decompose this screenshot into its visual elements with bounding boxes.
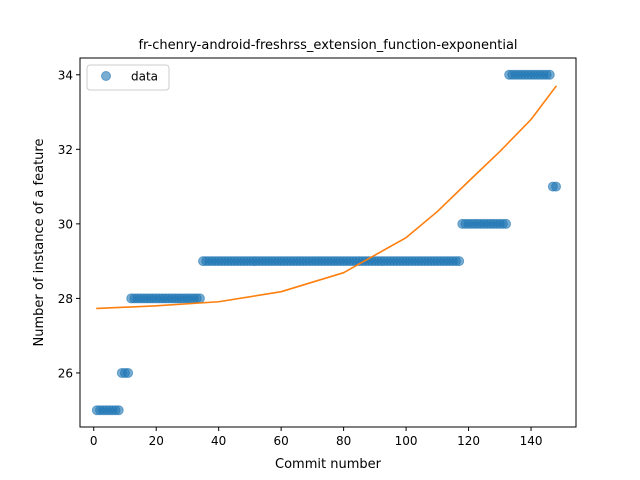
x-axis-label: Commit number	[275, 457, 382, 472]
x-tick-label: 60	[274, 434, 289, 448]
x-tick-label: 100	[395, 434, 418, 448]
y-tick-label: 34	[58, 68, 73, 82]
plot-area	[92, 70, 560, 414]
data-point	[195, 294, 204, 303]
data-point	[502, 219, 511, 228]
data-point	[545, 70, 554, 79]
x-tick-label: 20	[149, 434, 164, 448]
legend-marker-data	[102, 72, 111, 81]
y-axis-label: Number of instance of a feature	[32, 139, 47, 347]
y-tick-label: 32	[58, 143, 73, 157]
x-tick-label: 120	[457, 434, 480, 448]
data-point	[114, 406, 123, 415]
y-tick-label: 28	[58, 292, 73, 306]
legend: data	[87, 65, 169, 90]
x-tick-label: 40	[211, 434, 226, 448]
axes-frame	[80, 58, 576, 427]
x-axis: 0 20 40 60 80 100 120 140	[90, 427, 543, 448]
x-tick-label: 80	[336, 434, 351, 448]
y-axis: 26 28 30 32 34	[58, 68, 80, 380]
fit-line	[97, 86, 556, 308]
data-point	[124, 368, 133, 377]
data-point	[552, 182, 561, 191]
y-tick-label: 30	[58, 217, 73, 231]
y-tick-label: 26	[58, 366, 73, 380]
data-point	[455, 257, 464, 266]
chart-title: fr-chenry-android-freshrss_extension_fun…	[138, 38, 517, 53]
legend-label-data: data	[131, 70, 158, 84]
x-tick-label: 140	[520, 434, 543, 448]
x-tick-label: 0	[90, 434, 98, 448]
